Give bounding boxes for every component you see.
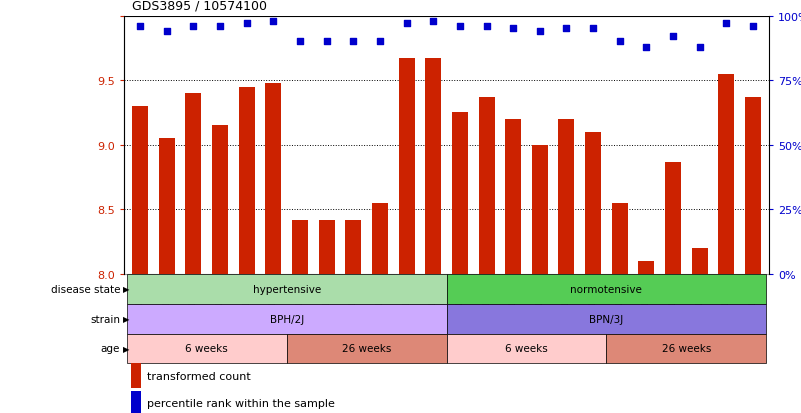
Bar xyxy=(718,74,735,274)
Bar xyxy=(558,120,574,274)
Point xyxy=(267,18,280,25)
Bar xyxy=(212,126,228,274)
Text: strain: strain xyxy=(91,314,120,324)
Point xyxy=(400,21,413,28)
Bar xyxy=(425,59,441,274)
Bar xyxy=(612,203,628,274)
Point xyxy=(586,26,599,33)
Point xyxy=(720,21,733,28)
Text: ▶: ▶ xyxy=(123,285,129,294)
Bar xyxy=(745,98,761,274)
Text: BPH/2J: BPH/2J xyxy=(270,314,304,324)
Bar xyxy=(319,220,335,274)
Point xyxy=(614,39,626,45)
Bar xyxy=(131,363,141,388)
Point xyxy=(453,24,466,30)
Text: age: age xyxy=(101,344,120,354)
Text: BPN/3J: BPN/3J xyxy=(590,314,623,324)
Bar xyxy=(606,334,767,363)
Bar xyxy=(127,334,287,363)
Point xyxy=(160,28,173,35)
Bar xyxy=(292,220,308,274)
Text: disease state: disease state xyxy=(50,284,120,294)
Point xyxy=(640,44,653,51)
Bar xyxy=(127,304,447,334)
Bar xyxy=(638,261,654,274)
Bar xyxy=(505,120,521,274)
Point xyxy=(240,21,253,28)
Bar xyxy=(452,113,468,274)
Bar xyxy=(665,162,681,274)
Bar xyxy=(532,145,548,274)
Bar xyxy=(692,249,707,274)
Bar xyxy=(239,88,255,274)
Point xyxy=(294,39,307,45)
Text: 26 weeks: 26 weeks xyxy=(342,344,392,354)
Point xyxy=(747,24,759,30)
Bar xyxy=(265,83,281,274)
Point xyxy=(347,39,360,45)
Bar xyxy=(132,107,148,274)
Point xyxy=(134,24,147,30)
Point xyxy=(666,34,679,40)
Point xyxy=(560,26,573,33)
Text: hypertensive: hypertensive xyxy=(252,284,321,294)
Text: percentile rank within the sample: percentile rank within the sample xyxy=(147,398,336,408)
Bar xyxy=(447,334,606,363)
Bar xyxy=(127,274,447,304)
Text: 6 weeks: 6 weeks xyxy=(505,344,548,354)
Point xyxy=(187,24,199,30)
Bar xyxy=(345,220,361,274)
Text: ▶: ▶ xyxy=(123,314,129,323)
Text: transformed count: transformed count xyxy=(147,371,252,381)
Bar xyxy=(186,94,201,274)
Bar xyxy=(159,139,175,274)
Bar xyxy=(447,274,767,304)
Text: 26 weeks: 26 weeks xyxy=(662,344,711,354)
Text: 6 weeks: 6 weeks xyxy=(185,344,228,354)
Bar xyxy=(372,203,388,274)
Point xyxy=(694,44,706,51)
Bar xyxy=(287,334,447,363)
Text: GDS3895 / 10574100: GDS3895 / 10574100 xyxy=(132,0,268,12)
Bar xyxy=(447,304,767,334)
Text: normotensive: normotensive xyxy=(570,284,642,294)
Bar xyxy=(585,133,601,274)
Point xyxy=(480,24,493,30)
Bar xyxy=(399,59,415,274)
Point xyxy=(427,18,440,25)
Point xyxy=(373,39,386,45)
Bar xyxy=(478,98,494,274)
Point xyxy=(533,28,546,35)
Point xyxy=(214,24,227,30)
Point xyxy=(507,26,520,33)
Bar xyxy=(131,391,141,413)
Point xyxy=(320,39,333,45)
Text: ▶: ▶ xyxy=(123,344,129,353)
